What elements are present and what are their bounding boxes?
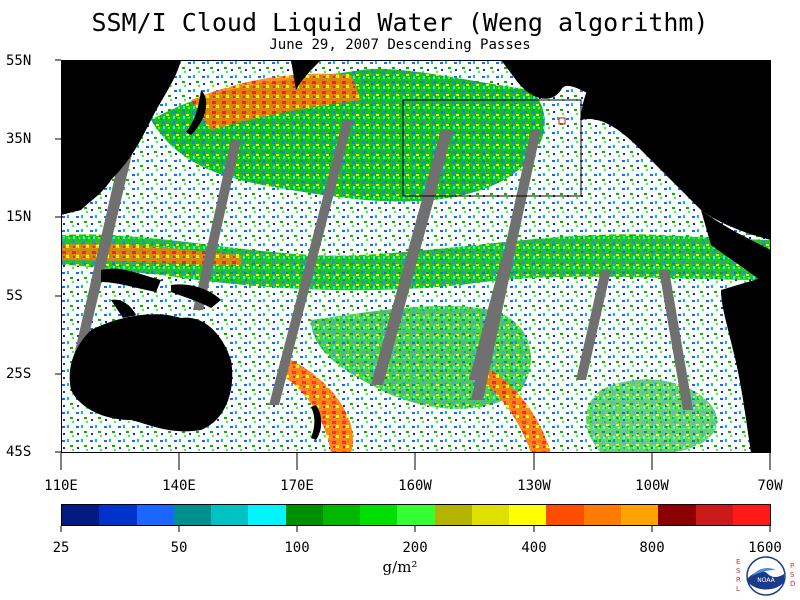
colorbar-segment [285,505,323,525]
colorbar-label: 400 [521,540,547,556]
colorbar-label: 800 [639,540,665,556]
colorbar [61,504,771,526]
map-title: SSM/I Cloud Liquid Water (Weng algorithm… [91,8,709,37]
region-box [402,99,582,197]
colorbar-segment [248,505,286,525]
kamchatka [291,60,321,90]
central-america [701,210,771,290]
colorbar-segment [211,505,249,525]
colorbar-segment [136,505,174,525]
colorbar-label: 25 [52,540,70,556]
colorbar-segment [658,505,696,525]
orbit-gaps [73,120,756,410]
australia-landmass [69,314,233,432]
y-tick-label: 25S [6,366,32,382]
colorbar-label: 100 [284,540,310,556]
colorbar-segment [173,505,212,525]
colorbar-segment [471,505,510,525]
southern-front-band-2 [481,370,551,453]
colorbar-segment [360,505,398,525]
colorbar-segment [509,505,547,525]
colorbar-label: 1600 [748,540,782,556]
y-tick-label: 15N [6,209,32,225]
x-tick-label: 170E [280,478,314,494]
colorbar-label: 200 [402,540,428,556]
new-zealand [311,405,322,440]
x-tick-label: 70W [757,478,783,494]
colorbar-segment [62,505,100,525]
colorbar-segment [322,505,361,525]
colorbar-segment [434,505,472,525]
y-tick-label: 55N [6,53,32,69]
y-tick-label: 5S [6,288,23,304]
x-tick-label: 100W [635,478,669,494]
units-label: g/m² [382,558,418,576]
x-tick-label: 110E [44,478,78,494]
japan-islands [186,90,207,135]
noaa-badge-text: NOAA [757,577,775,584]
cloud-liquid-water-map [61,60,771,453]
y-tick-label: 45S [6,444,32,460]
x-tick-label: 160W [398,478,432,494]
region-box-small [558,117,566,125]
y-tick-label: 35N [6,131,32,147]
colorbar-segment [397,505,435,525]
x-tick-label: 130W [517,478,551,494]
asia-landmass [61,60,181,215]
landmasses [61,60,771,453]
map-frame [61,60,771,453]
colorbar-label: 50 [170,540,188,556]
kuroshio-cloud-band [191,73,361,130]
x-tick-label: 140E [162,478,196,494]
colorbar-segment [583,505,621,525]
north-america-landmass [581,60,771,240]
indonesia-islands [101,268,221,318]
map-subtitle: June 29, 2007 Descending Passes [269,37,531,53]
colorbar-segment [546,505,584,525]
noaa-emblem-icon: NOAA [746,556,786,596]
colorbar-segment [620,505,659,525]
colorbar-segment [99,505,137,525]
colorbar-segment [732,505,771,525]
colorbar-segment [695,505,733,525]
south-america-landmass [721,275,771,453]
